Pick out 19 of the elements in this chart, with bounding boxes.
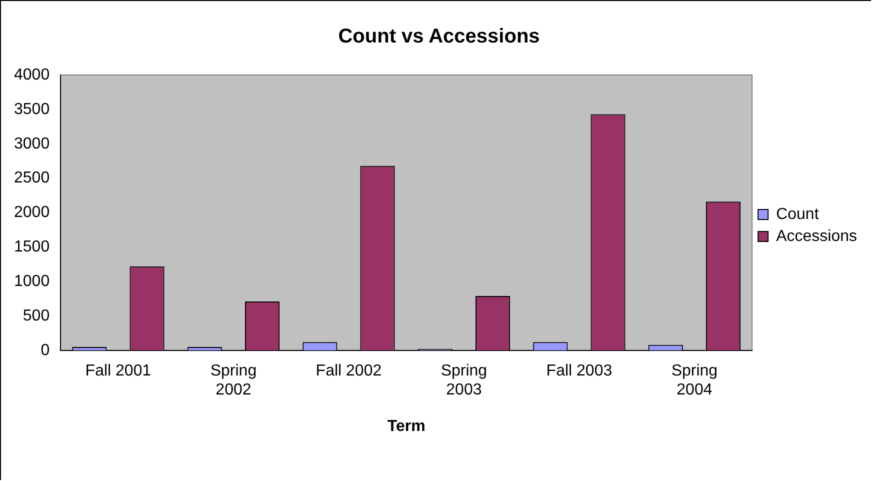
y-tick-label: 3500 xyxy=(14,100,50,118)
legend-label: Accessions xyxy=(776,228,857,245)
x-axis-title: Term xyxy=(387,418,426,435)
y-tick-label: 0 xyxy=(40,342,50,359)
y-tick-label: 4000 xyxy=(14,66,50,84)
y-tick-label: 3000 xyxy=(14,135,50,152)
y-tick-label: 2500 xyxy=(14,170,50,187)
legend-label: Count xyxy=(776,206,820,223)
x-tick-label: Spring 2002 xyxy=(210,362,257,399)
chart-title: Count vs Accessions xyxy=(338,26,540,48)
x-tick-label: Spring 2003 xyxy=(440,362,488,399)
y-tick-label: 1500 xyxy=(14,238,50,256)
x-tick-label: Fall 2002 xyxy=(316,362,382,380)
y-tick-label: 2000 xyxy=(14,204,50,222)
x-tick-label: Spring 2004 xyxy=(671,362,718,399)
y-tick-label: 1000 xyxy=(14,272,50,290)
x-tick-label: Fall 2001 xyxy=(85,362,152,380)
y-tick-label: 500 xyxy=(22,307,50,324)
x-tick-label: Fall 2003 xyxy=(546,362,612,380)
